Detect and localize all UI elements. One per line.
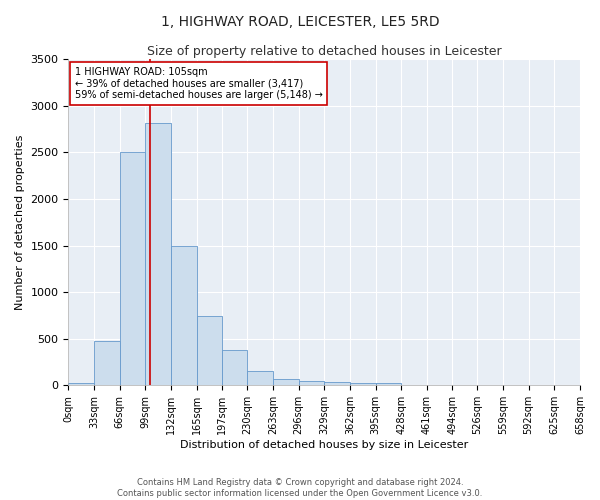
Title: Size of property relative to detached houses in Leicester: Size of property relative to detached ho…	[147, 45, 502, 58]
Bar	[145, 122, 171, 386]
Bar	[221, 350, 247, 386]
Bar	[197, 316, 221, 386]
Bar	[171, 246, 197, 386]
Text: Contains HM Land Registry data © Crown copyright and database right 2024.
Contai: Contains HM Land Registry data © Crown c…	[118, 478, 482, 498]
Bar	[299, 380, 324, 386]
Bar	[350, 382, 376, 386]
Bar	[68, 384, 94, 386]
Bar	[94, 340, 120, 386]
Text: 1 HIGHWAY ROAD: 105sqm
← 39% of detached houses are smaller (3,417)
59% of semi-: 1 HIGHWAY ROAD: 105sqm ← 39% of detached…	[74, 66, 322, 100]
Bar	[247, 371, 273, 386]
Y-axis label: Number of detached properties: Number of detached properties	[15, 134, 25, 310]
Bar	[324, 382, 350, 386]
Bar	[273, 379, 299, 386]
Bar	[120, 152, 145, 386]
X-axis label: Distribution of detached houses by size in Leicester: Distribution of detached houses by size …	[180, 440, 469, 450]
Bar	[376, 383, 401, 386]
Text: 1, HIGHWAY ROAD, LEICESTER, LE5 5RD: 1, HIGHWAY ROAD, LEICESTER, LE5 5RD	[161, 15, 439, 29]
